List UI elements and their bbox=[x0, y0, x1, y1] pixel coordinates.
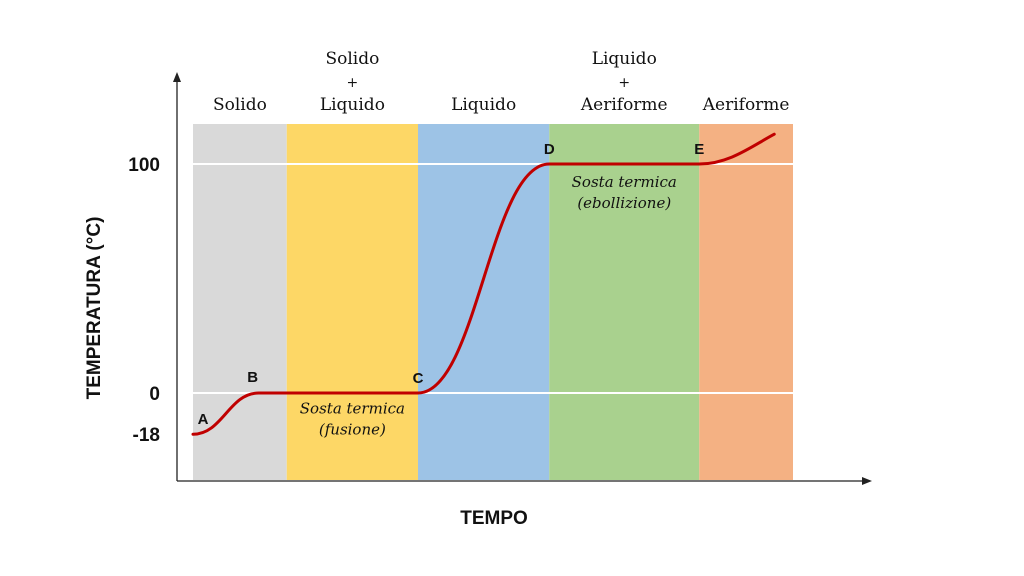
axes bbox=[173, 72, 872, 485]
y-tick-label: -18 bbox=[133, 425, 160, 446]
phase-band-1 bbox=[286, 124, 418, 480]
temperature-curve bbox=[191, 132, 776, 436]
point-label-e: E bbox=[694, 141, 704, 158]
phase-band-2 bbox=[418, 124, 550, 480]
y-tick-label: 100 bbox=[128, 155, 160, 176]
phase-band-3 bbox=[549, 124, 700, 480]
phase-bands bbox=[193, 124, 793, 480]
y-axis-title: TEMPERATURA (°C) bbox=[84, 217, 105, 400]
phase-label-3: Liquido bbox=[592, 49, 657, 69]
annotation-0: (fusione) bbox=[319, 421, 386, 439]
x-axis-arrow-icon bbox=[862, 477, 872, 485]
y-axis-arrow-icon bbox=[173, 72, 181, 82]
phase-band-0 bbox=[193, 124, 287, 480]
phase-label-4: Aeriforme bbox=[702, 95, 790, 115]
phase-label-1: Solido bbox=[325, 49, 379, 69]
phase-band-4 bbox=[699, 124, 793, 480]
phase-label-1: Liquido bbox=[320, 95, 385, 115]
y-tick-label: 0 bbox=[149, 384, 160, 405]
phase-label-0: Solido bbox=[213, 95, 267, 115]
phase-labels: Solido Solido + Liquido Liquido Liquido + Aerif… bbox=[213, 49, 790, 115]
annotation-1: Sosta termica bbox=[572, 173, 677, 191]
x-axis-title: TEMPO bbox=[460, 508, 528, 529]
annotation-0: Sosta termica bbox=[300, 400, 405, 418]
point-labels: A B C D E bbox=[198, 141, 705, 428]
phase-label-3: Aeriforme bbox=[580, 95, 668, 115]
point-label-a: A bbox=[198, 411, 209, 428]
point-label-c: C bbox=[413, 370, 424, 387]
y-tick-labels: -18 0 100 bbox=[128, 155, 160, 446]
annotations: Sosta termica (fusione) Sosta termica (ebol… bbox=[300, 173, 677, 439]
heating-curve bbox=[191, 132, 776, 436]
phase-label-1: + bbox=[347, 75, 359, 91]
point-label-d: D bbox=[544, 141, 555, 158]
phase-label-3: + bbox=[618, 75, 630, 91]
annotation-1: (ebollizione) bbox=[577, 194, 671, 212]
point-label-b: B bbox=[247, 369, 258, 386]
phase-label-2: Liquido bbox=[451, 95, 516, 115]
